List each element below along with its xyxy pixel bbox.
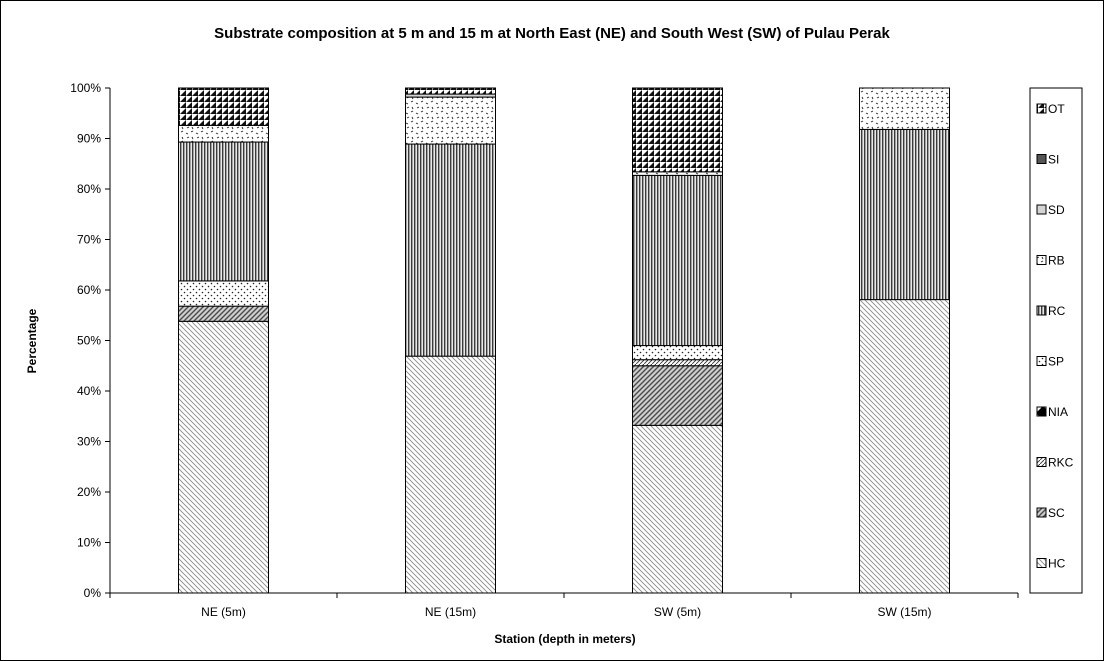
bar-segment-rb bbox=[405, 96, 496, 145]
chart-title: Substrate composition at 5 m and 15 m at… bbox=[214, 25, 890, 42]
bar-segment-rb bbox=[178, 124, 269, 143]
y-tick-label: 30% bbox=[77, 435, 101, 449]
legend-label-rkc: RKC bbox=[1048, 456, 1074, 470]
legend-label-ot: OT bbox=[1048, 102, 1065, 116]
bar-segment-ot bbox=[178, 87, 269, 126]
bar-segment-rc bbox=[632, 174, 723, 347]
legend-swatch-si bbox=[1036, 154, 1047, 164]
legend-swatch-hc bbox=[1036, 558, 1047, 568]
y-tick-label: 80% bbox=[77, 182, 101, 196]
legend-label-sd: SD bbox=[1048, 203, 1065, 217]
bar-segment-rb bbox=[632, 171, 723, 176]
legend: OT SI SD RB RC SP NIA RKC SC HC bbox=[1029, 87, 1083, 594]
bar-segment-hc bbox=[632, 424, 723, 594]
legend-label-nia: NIA bbox=[1048, 405, 1068, 419]
legend-swatch-sc bbox=[1036, 507, 1047, 518]
legend-swatch-rkc bbox=[1036, 457, 1047, 467]
bar-segment-sc bbox=[632, 365, 723, 426]
legend-label-rc: RC bbox=[1048, 304, 1066, 318]
bar-segment-hc bbox=[178, 320, 269, 594]
y-tick-label: 70% bbox=[77, 233, 101, 247]
x-tick-label: SW (15m) bbox=[878, 605, 932, 619]
y-axis: 0% 10% 20% 30% 40% 50% 60% 70% 80% 90% 100% bbox=[70, 81, 111, 600]
x-axis-title: Station (depth in meters) bbox=[494, 632, 635, 646]
legend-label-sp: SP bbox=[1048, 355, 1064, 369]
y-tick-label: 10% bbox=[77, 536, 101, 550]
bar-segment-rc bbox=[405, 143, 496, 357]
legend-swatch-rb bbox=[1036, 255, 1047, 265]
bar-segment-ot bbox=[632, 87, 723, 173]
y-tick-label: 40% bbox=[77, 384, 101, 398]
legend-label-sc: SC bbox=[1048, 506, 1065, 520]
y-tick-label: 20% bbox=[77, 485, 101, 499]
legend-label-si: SI bbox=[1048, 153, 1059, 167]
plot-area bbox=[178, 87, 950, 594]
bar-segment-hc bbox=[859, 299, 950, 594]
legend-label-hc: HC bbox=[1048, 557, 1066, 571]
y-tick-label: 90% bbox=[77, 132, 101, 146]
y-axis-title: Percentage bbox=[25, 308, 39, 373]
legend-swatch-nia bbox=[1036, 406, 1047, 417]
y-tick-label: 50% bbox=[77, 334, 101, 348]
bar-segment-sp bbox=[178, 280, 269, 307]
y-tick-label: 100% bbox=[70, 81, 101, 95]
x-tick-label: SW (5m) bbox=[654, 605, 701, 619]
legend-label-rb: RB bbox=[1048, 254, 1065, 268]
legend-swatch-ot bbox=[1036, 103, 1047, 114]
bar-segment-rc bbox=[178, 141, 269, 282]
y-tick-label: 60% bbox=[77, 283, 101, 297]
bar-segment-sc bbox=[178, 305, 269, 322]
bar-segment-hc bbox=[405, 355, 496, 594]
bar-segment-rc bbox=[859, 128, 950, 301]
legend-swatch-sd bbox=[1036, 204, 1047, 215]
x-tick-label: NE (5m) bbox=[201, 605, 246, 619]
bar-segment-rb bbox=[859, 87, 950, 130]
legend-swatch-rc bbox=[1036, 305, 1047, 316]
legend-swatch-sp bbox=[1036, 356, 1047, 366]
bar-segment-sp bbox=[632, 345, 723, 361]
bar-segment-ot bbox=[405, 87, 496, 95]
x-tick-label: NE (15m) bbox=[425, 605, 476, 619]
bar-segment-rkc bbox=[632, 359, 723, 367]
x-axis: NE (5m) NE (15m) SW (5m) SW (15m) bbox=[109, 592, 1019, 619]
y-tick-label: 0% bbox=[84, 586, 102, 600]
